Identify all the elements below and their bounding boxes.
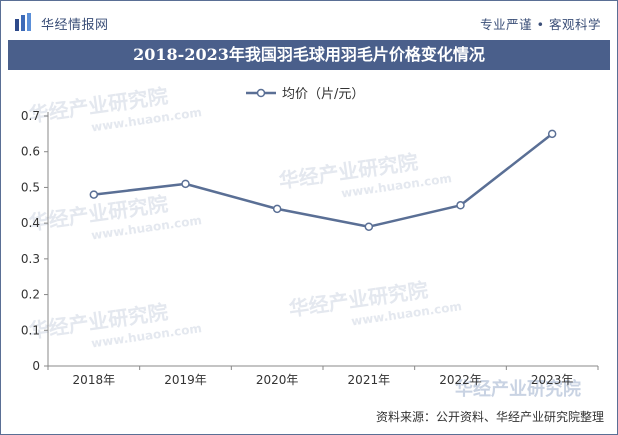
legend-label: 均价（片/元） bbox=[282, 87, 364, 102]
y-tick-label: 0 bbox=[32, 359, 40, 373]
data-point bbox=[364, 222, 374, 231]
logo-icon bbox=[15, 13, 31, 31]
chart-title: 2018-2023年我国羽毛球用羽毛片价格变化情况 bbox=[8, 40, 610, 70]
series bbox=[89, 129, 557, 231]
slogan-dot: • bbox=[536, 17, 549, 32]
y-tick-label: 0.5 bbox=[21, 180, 40, 194]
source-note: 资料来源：公开资料、华经产业研究院整理 bbox=[375, 410, 604, 424]
data-point bbox=[547, 129, 557, 139]
series-line bbox=[93, 132, 553, 228]
y-tick-label: 0.4 bbox=[21, 216, 40, 230]
legend-marker bbox=[256, 88, 266, 98]
x-tick-label: 2021年 bbox=[348, 373, 391, 387]
legend: 均价（片/元） bbox=[246, 87, 364, 102]
y-tick-label: 0.3 bbox=[21, 252, 40, 266]
data-point bbox=[181, 179, 190, 189]
watermarks: 华经产业研究院www.huaon.com华经产业研究院www.huaon.com… bbox=[27, 84, 581, 400]
data-point bbox=[89, 190, 99, 199]
data-point bbox=[456, 201, 465, 210]
y-tick-label: 0.6 bbox=[21, 145, 40, 159]
x-tick-label: 2020年 bbox=[256, 373, 299, 387]
y-tick-label: 0.7 bbox=[21, 109, 40, 123]
x-tick-label: 2019年 bbox=[164, 373, 207, 387]
slogan: 专业严谨 • 客观科学 bbox=[480, 14, 601, 33]
x-tick-label: 2022年 bbox=[439, 373, 482, 387]
y-tick-label: 0.1 bbox=[21, 323, 40, 337]
top-bar: 华经情报网 专业严谨 • 客观科学 bbox=[1, 1, 617, 39]
watermark-brand: 华经产业研究院 bbox=[455, 378, 581, 400]
data-point bbox=[272, 204, 282, 214]
slogan-right: 客观科学 bbox=[548, 17, 601, 32]
slogan-left: 专业严谨 bbox=[480, 17, 533, 32]
line-chart: 华经产业研究院www.huaon.com华经产业研究院www.huaon.com… bbox=[21, 84, 599, 400]
x-tick-label: 2023年 bbox=[531, 373, 574, 387]
logo-text: 华经情报网 bbox=[41, 18, 109, 33]
x-tick-label: 2018年 bbox=[73, 373, 116, 387]
axes: 0 0.1 0.2 0.3 0.4 0.5 0.6 0.7 2018年 2019年 2020年 202… bbox=[21, 109, 599, 387]
y-tick-label: 0.2 bbox=[21, 288, 40, 302]
